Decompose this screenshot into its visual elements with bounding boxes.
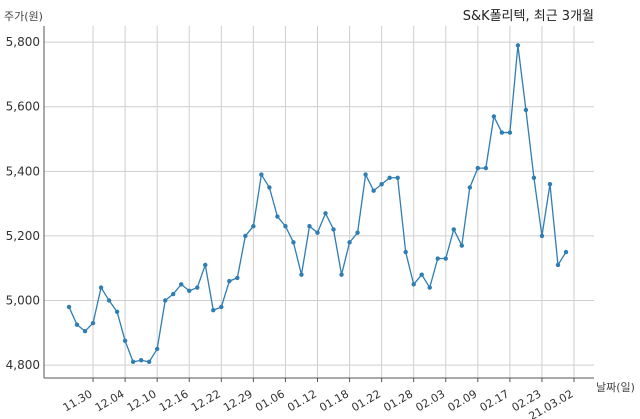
y-tick-label: 5,600	[6, 100, 40, 114]
x-ticks: 11.3012.0412.1012.1612.2212.2901.0601.12…	[61, 387, 576, 419]
grid	[44, 26, 594, 378]
x-tick-label: 12.22	[189, 387, 223, 414]
x-tick-label: 01.18	[317, 387, 351, 414]
price-point	[475, 165, 481, 171]
x-tick-label: 02.09	[446, 387, 480, 414]
price-point	[211, 307, 216, 313]
price-point	[339, 272, 344, 277]
price-point	[66, 304, 72, 310]
price-point	[146, 359, 152, 365]
price-point	[227, 278, 232, 284]
price-point	[363, 172, 368, 177]
price-point	[130, 359, 136, 365]
price-point	[491, 114, 497, 119]
price-point	[203, 262, 208, 268]
y-tick-label: 5,400	[6, 164, 40, 178]
price-point	[387, 175, 392, 180]
price-point	[555, 262, 561, 268]
price-point	[451, 227, 456, 232]
price-point	[195, 285, 200, 290]
price-point	[515, 43, 521, 48]
x-tick-label: 01.06	[253, 387, 287, 414]
price-point	[122, 338, 128, 344]
price-point	[563, 249, 569, 255]
y-tick-label: 5,000	[6, 293, 40, 307]
price-point	[379, 182, 384, 187]
price-point	[395, 175, 400, 180]
price-point	[283, 224, 288, 229]
price-point	[235, 275, 240, 281]
x-axis-label: 날짜(일)	[596, 380, 635, 394]
axes	[43, 26, 594, 382]
y-axis-label: 주가(원)	[4, 10, 43, 23]
chart-title: S&K폴리텍, 최근 3개월	[463, 9, 594, 24]
x-tick-label: 12.04	[93, 387, 127, 414]
x-tick-label: 01.12	[285, 387, 319, 414]
x-tick-label: 02.03	[413, 387, 447, 414]
price-point	[507, 130, 513, 135]
price-point	[523, 107, 529, 113]
price-point	[307, 224, 312, 229]
price-point	[371, 188, 376, 193]
price-point	[315, 230, 320, 235]
price-point	[243, 233, 248, 239]
y-tick-label: 5,200	[6, 229, 40, 243]
price-point	[427, 285, 432, 290]
x-tick-label: 01.28	[381, 387, 415, 414]
price-point	[459, 243, 464, 248]
y-tick-label: 4,800	[6, 358, 40, 372]
x-tick-label: 12.29	[221, 387, 255, 414]
price-point	[331, 227, 336, 232]
price-point	[74, 322, 80, 327]
x-tick-label: 01.22	[349, 387, 383, 414]
price-point	[154, 346, 160, 352]
price-point	[435, 256, 440, 261]
price-point	[483, 165, 489, 171]
price-point	[171, 291, 176, 297]
price-point	[90, 320, 96, 326]
price-point	[219, 304, 224, 310]
price-point	[251, 224, 256, 229]
price-point	[162, 298, 168, 303]
price-point	[114, 309, 120, 314]
price-point	[98, 285, 104, 290]
price-point	[106, 298, 112, 303]
price-point	[347, 240, 352, 245]
price-point	[259, 172, 264, 177]
price-point	[299, 272, 304, 277]
x-tick-label: 12.10	[125, 387, 159, 414]
price-point	[179, 282, 184, 287]
price-point	[411, 282, 416, 287]
price-point	[539, 233, 545, 239]
price-point	[547, 182, 553, 187]
price-point	[467, 185, 473, 190]
price-point	[267, 185, 272, 190]
price-point	[499, 130, 505, 135]
price-point	[531, 175, 537, 180]
price-point	[291, 240, 296, 245]
x-tick-label: 11.30	[61, 387, 95, 414]
y-ticks: 4,800 5,000 5,200 5,400 5,600 5,800	[6, 35, 40, 372]
price-point	[355, 230, 360, 235]
y-tick-label: 5,800	[6, 35, 40, 49]
price-point	[275, 214, 280, 219]
price-point	[403, 249, 408, 255]
x-tick-label: 12.16	[157, 387, 191, 414]
x-tick-label: 02.17	[478, 387, 512, 414]
price-point	[419, 272, 424, 277]
price-point	[82, 328, 88, 334]
series	[66, 43, 569, 365]
price-point	[323, 211, 328, 216]
price-point	[443, 256, 448, 261]
price-point	[187, 288, 192, 294]
price-point	[138, 358, 144, 363]
